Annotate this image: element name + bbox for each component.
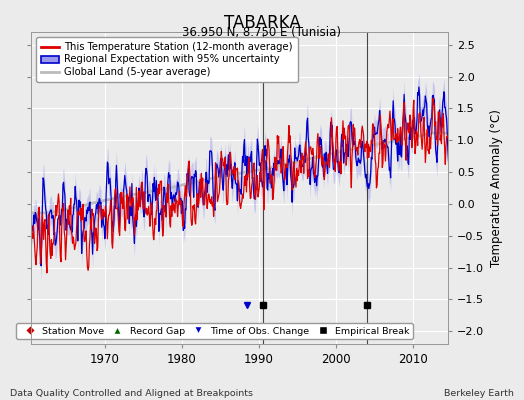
Text: Berkeley Earth: Berkeley Earth [444,389,514,398]
Y-axis label: Temperature Anomaly (°C): Temperature Anomaly (°C) [490,109,503,267]
Text: 36.950 N, 8.750 E (Tunisia): 36.950 N, 8.750 E (Tunisia) [182,26,342,39]
Text: TABARKA: TABARKA [224,14,300,32]
Text: Data Quality Controlled and Aligned at Breakpoints: Data Quality Controlled and Aligned at B… [10,389,254,398]
Legend: Station Move, Record Gap, Time of Obs. Change, Empirical Break: Station Move, Record Gap, Time of Obs. C… [16,323,413,339]
